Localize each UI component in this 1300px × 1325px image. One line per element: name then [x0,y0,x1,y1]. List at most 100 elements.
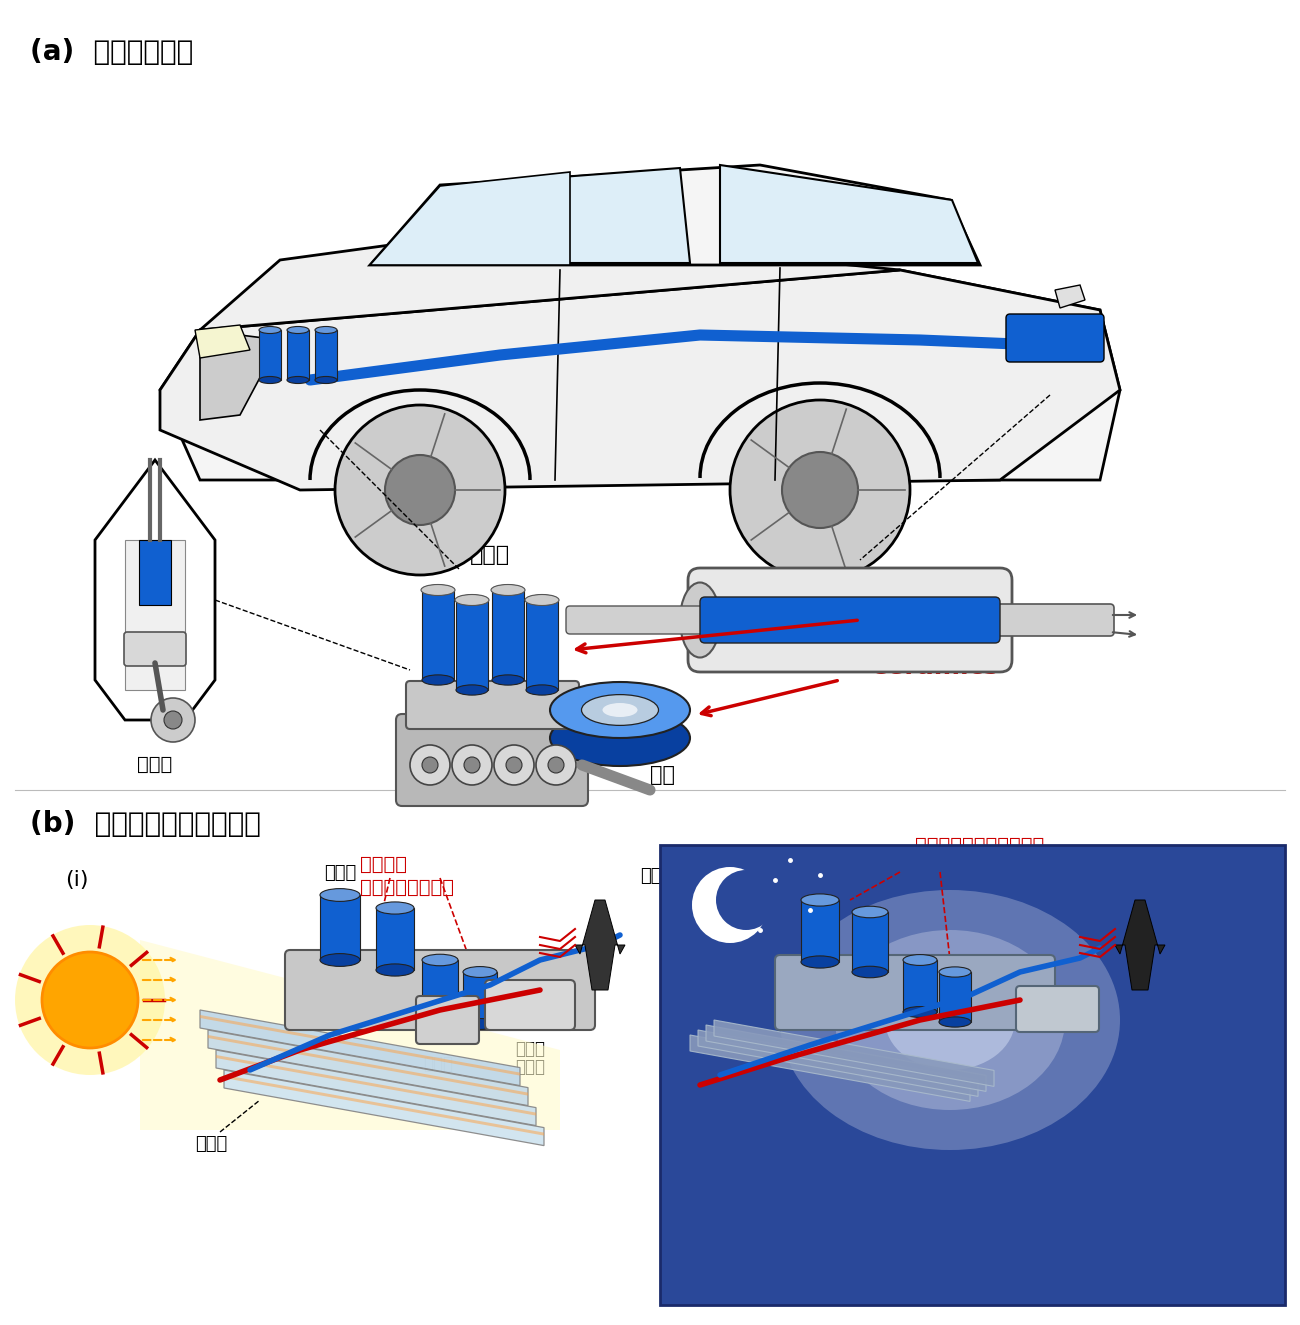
Polygon shape [370,172,569,265]
Ellipse shape [422,674,454,685]
Text: (i): (i) [65,871,88,890]
Polygon shape [690,1035,970,1101]
Text: 聚光镜: 聚光镜 [195,1136,228,1153]
Ellipse shape [455,595,489,606]
Ellipse shape [320,954,360,966]
Text: Heat Storage: Heat Storage [870,606,1057,629]
Polygon shape [720,166,978,262]
Ellipse shape [456,685,488,696]
Circle shape [385,454,455,525]
Ellipse shape [835,930,1065,1110]
Ellipse shape [456,595,488,606]
FancyBboxPatch shape [775,955,1056,1030]
Ellipse shape [780,890,1121,1150]
Polygon shape [224,1075,543,1136]
FancyBboxPatch shape [396,714,588,806]
Ellipse shape [801,894,838,906]
Polygon shape [698,1030,978,1096]
Circle shape [42,951,138,1048]
Circle shape [410,745,450,784]
Ellipse shape [680,583,720,657]
Polygon shape [224,1071,543,1146]
Ellipse shape [287,376,309,383]
Ellipse shape [491,584,524,595]
Ellipse shape [422,584,454,595]
Ellipse shape [491,674,524,685]
Ellipse shape [463,966,497,978]
Text: (ii): (ii) [675,871,705,890]
FancyBboxPatch shape [485,980,575,1030]
Circle shape [783,452,858,527]
Ellipse shape [550,710,690,766]
Polygon shape [140,939,560,1130]
Ellipse shape [422,1010,458,1020]
FancyBboxPatch shape [660,845,1284,1305]
Circle shape [494,745,534,784]
Circle shape [16,925,165,1075]
Text: 冷凝器: 冷凝器 [324,864,356,882]
Bar [801,900,838,962]
Ellipse shape [491,584,525,595]
Ellipse shape [885,970,1015,1071]
Polygon shape [208,1030,528,1105]
Bar [259,330,281,380]
Text: 消声器: 消声器 [840,541,880,560]
Ellipse shape [287,326,309,334]
Polygon shape [160,270,1121,480]
Ellipse shape [602,704,637,717]
Text: 蓄热陶瓷: 蓄热陶瓷 [798,871,841,888]
Ellipse shape [852,906,888,918]
FancyBboxPatch shape [688,568,1011,672]
Ellipse shape [550,682,690,738]
FancyBboxPatch shape [1017,986,1098,1032]
Text: 发动机: 发动机 [469,545,510,564]
Text: （夜间）释放储存的热量: （夜间）释放储存的热量 [915,836,1045,855]
Circle shape [716,871,776,930]
Ellipse shape [525,595,559,606]
FancyBboxPatch shape [285,950,595,1030]
Bar [125,541,185,690]
Polygon shape [200,1015,520,1076]
Text: 燃烧室: 燃烧室 [138,755,173,774]
Ellipse shape [320,889,360,901]
FancyBboxPatch shape [566,606,705,633]
Text: （白天）储存热量: （白天）储存热量 [360,878,454,897]
Polygon shape [208,1035,528,1096]
Polygon shape [706,1026,985,1092]
Bar [139,541,172,606]
Bar [456,600,488,690]
Circle shape [164,712,182,729]
Text: 消轮机: 消轮机 [1043,935,1072,954]
Text: (a)  在汽车上应用: (a) 在汽车上应用 [30,38,194,66]
Ellipse shape [939,1016,971,1027]
Text: 曲轴: 曲轴 [650,765,675,784]
Ellipse shape [526,595,558,606]
Bar [491,590,524,680]
Polygon shape [95,460,214,719]
Polygon shape [372,168,690,262]
Circle shape [335,405,504,575]
Polygon shape [714,1020,994,1086]
Ellipse shape [581,694,659,725]
Ellipse shape [526,685,558,696]
Polygon shape [160,270,1121,490]
Ellipse shape [903,1007,937,1018]
Polygon shape [575,900,625,990]
Ellipse shape [852,966,888,978]
Text: 蓄热陶瓷: 蓄热陶瓷 [360,855,407,874]
FancyBboxPatch shape [416,996,478,1044]
Circle shape [506,757,523,772]
Text: 消轮机: 消轮机 [515,1040,545,1057]
Ellipse shape [315,376,337,383]
Ellipse shape [903,954,937,966]
Circle shape [464,757,480,772]
Ellipse shape [939,967,971,977]
Polygon shape [200,231,900,330]
Bar [422,590,454,680]
Ellipse shape [463,1019,497,1030]
FancyBboxPatch shape [699,598,1000,643]
Polygon shape [200,1010,520,1085]
Circle shape [452,745,491,784]
Polygon shape [216,1055,536,1116]
Bar [422,961,458,1015]
